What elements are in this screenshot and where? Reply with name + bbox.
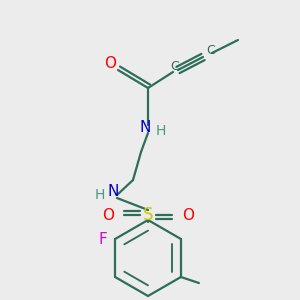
Text: O: O bbox=[102, 208, 114, 223]
Text: O: O bbox=[182, 208, 194, 223]
Text: F: F bbox=[99, 232, 107, 247]
Text: N: N bbox=[107, 184, 119, 199]
Text: H: H bbox=[95, 188, 105, 202]
Text: S: S bbox=[143, 206, 153, 224]
Text: C: C bbox=[171, 61, 179, 74]
Text: N: N bbox=[139, 121, 151, 136]
Text: C: C bbox=[207, 44, 215, 58]
Text: O: O bbox=[104, 56, 116, 71]
Text: H: H bbox=[156, 124, 166, 138]
